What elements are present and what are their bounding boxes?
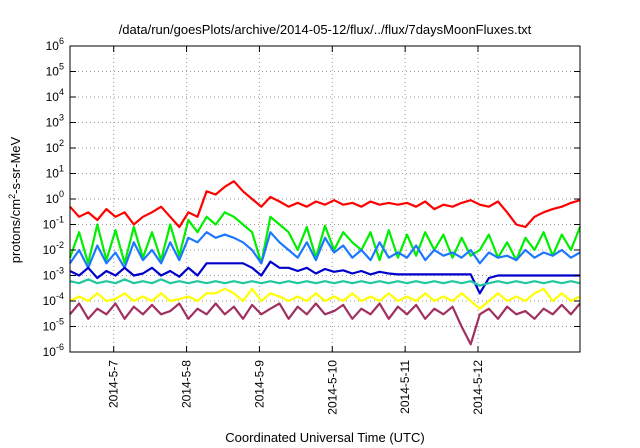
- y-tick-label: 101: [46, 164, 64, 181]
- y-tick-labels: 10-6 10-5 10-4 10-3 10-2 10-1 100 101 102 103 104 1…: [43, 36, 64, 359]
- series-line-5: [69, 278, 581, 287]
- y-tick-label: 106: [46, 36, 64, 53]
- y-tick-label: 10-5: [43, 317, 64, 334]
- y-tick-label: 103: [46, 113, 64, 130]
- y-tick-label: 102: [46, 138, 64, 155]
- plot-frame: [69, 45, 581, 353]
- y-tick-label: 10-3: [43, 266, 64, 283]
- y-axis-label: protons/cm2-s-sr-MeV: [7, 136, 23, 263]
- y-axis-label-sup: 2: [7, 194, 17, 199]
- series-line-6: [69, 287, 581, 310]
- x-tick-label: 2014-5-7: [107, 360, 121, 408]
- x-tick-label: 2014-5-8: [180, 360, 194, 408]
- x-tick-label: 2014-5-12: [471, 360, 485, 415]
- series-layer: [68, 180, 582, 346]
- series-line-3: [69, 231, 581, 269]
- y-tick-label: 105: [46, 62, 64, 79]
- y-tick-label: 10-1: [43, 215, 64, 232]
- y-axis-label-rest: -s-sr-MeV: [8, 136, 23, 193]
- y-tick-label: 10-6: [43, 342, 64, 359]
- x-tick-labels: 2014-5-7 2014-5-8 2014-5-9 2014-5-10 2014-5-…: [107, 360, 485, 415]
- x-axis-label: Coordinated Universal Time (UTC): [225, 430, 424, 445]
- gridlines: [70, 46, 580, 352]
- series-line-2: [68, 211, 582, 265]
- x-tick-label: 2014-5-9: [252, 360, 266, 408]
- y-tick-label: 10-2: [43, 240, 64, 257]
- y-tick-label: 100: [46, 189, 64, 206]
- y-tick-label: 104: [46, 87, 64, 104]
- series-line-7: [69, 302, 581, 346]
- x-tick-label: 2014-5-11: [398, 360, 412, 414]
- series-line-4: [69, 260, 580, 295]
- x-tick-label: 2014-5-10: [325, 360, 339, 415]
- series-line-1: [69, 180, 581, 229]
- chart-title: /data/run/goesPlots/archive/2014-05-12/f…: [119, 22, 532, 37]
- y-axis-label-base: protons/cm: [8, 199, 23, 263]
- axes: [69, 45, 581, 353]
- y-tick-label: 10-4: [43, 291, 64, 308]
